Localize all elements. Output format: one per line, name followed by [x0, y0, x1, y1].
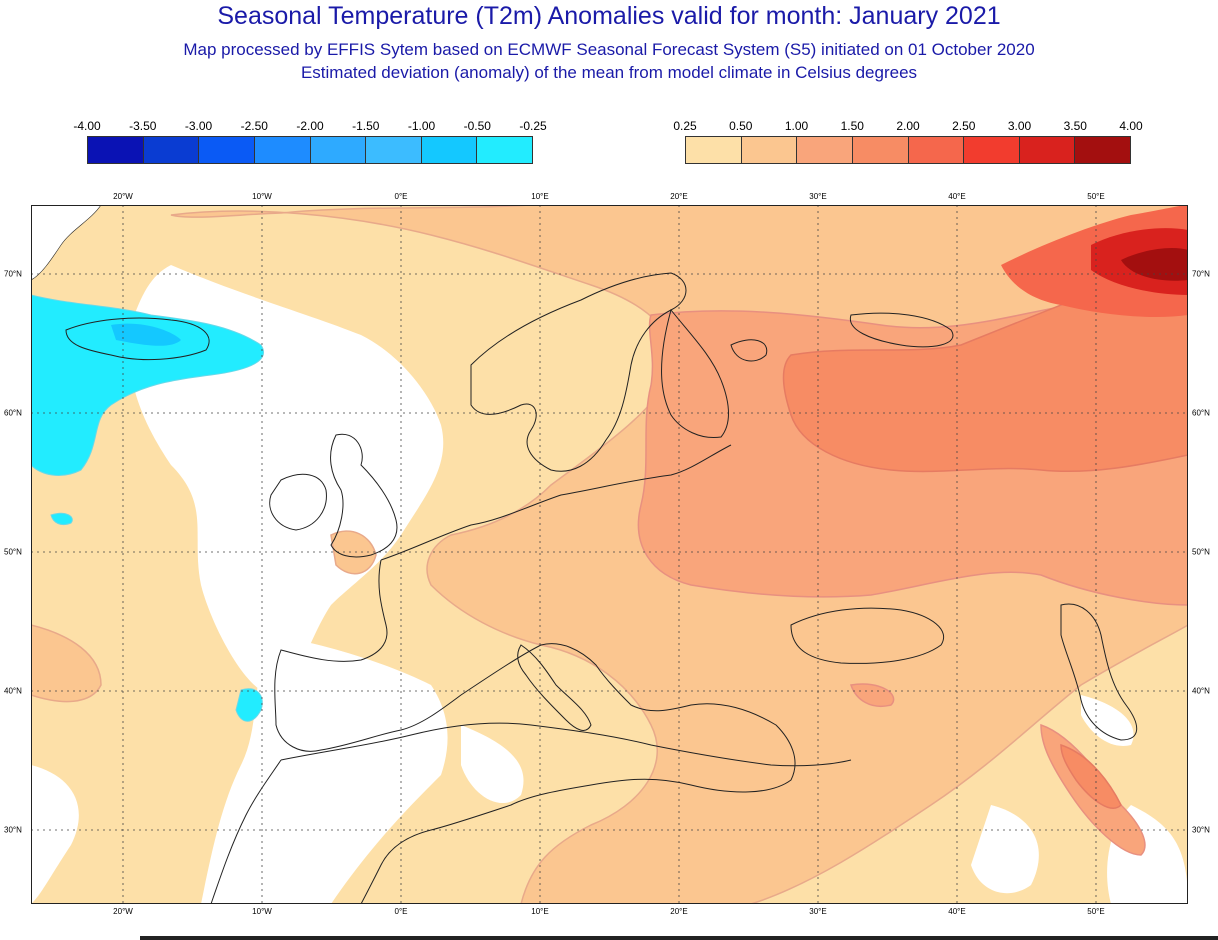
pos-legend-labels: 0.25 0.50 1.00 1.50 2.00 2.50 3.00 3.50 4.00	[673, 119, 1142, 133]
pos-legend-tick-label: 4.00	[1119, 119, 1143, 133]
pos-legend-swatch	[852, 137, 909, 163]
arctic-coast	[730, 312, 954, 362]
anomaly-band-1.5	[782, 259, 1188, 809]
lon-label-top: 10°W	[252, 192, 272, 201]
pos-legend-tick-label: 3.50	[1063, 119, 1087, 133]
lon-label-bottom: 30°E	[809, 907, 827, 916]
ireland-coast	[269, 473, 327, 531]
neg-legend-swatch	[421, 137, 478, 163]
pos-legend-swatch	[686, 137, 742, 163]
pos-legend-swatch	[797, 137, 853, 163]
lat-label-right: 70°N	[1192, 269, 1210, 279]
pos-legend-tick-label: 1.50	[840, 119, 864, 133]
lon-label-bottom: 20°E	[670, 907, 688, 916]
lat-label-left: 40°N	[4, 686, 22, 696]
pos-legend-swatch	[741, 137, 798, 163]
map-subtitle-units: Estimated deviation (anomaly) of the mea…	[300, 63, 918, 82]
pos-legend-tick-label: 0.50	[729, 119, 753, 133]
lon-label-top: 0°E	[394, 192, 408, 201]
pos-legend-colorbar	[685, 136, 1131, 164]
lat-label-right: 60°N	[1192, 408, 1210, 418]
neg-legend-tick-label: -2.50	[240, 119, 268, 133]
pos-legend-tick-label: 0.25	[673, 119, 697, 133]
neg-legend-swatch	[199, 137, 255, 163]
lon-label-top: 40°E	[948, 192, 966, 201]
cold-anomaly-core	[111, 323, 181, 346]
lat-label-right: 50°N	[1192, 547, 1210, 557]
neutral-areas	[31, 265, 1188, 904]
neg-legend-tick-label: -4.00	[73, 119, 101, 133]
cold-anomaly-areas	[31, 294, 264, 722]
lon-label-top: 30°E	[809, 192, 827, 201]
scandinavia-coast	[470, 272, 687, 472]
pos-legend-tick-label: 2.00	[896, 119, 920, 133]
lat-label-left: 50°N	[4, 547, 22, 557]
britain-coast	[330, 433, 398, 558]
neg-legend-tick-label: -0.25	[519, 119, 547, 133]
neg-legend-swatch	[143, 137, 200, 163]
lon-label-top: 10°E	[531, 192, 549, 201]
lat-label-right: 40°N	[1192, 686, 1210, 696]
neg-legend-tick-label: -3.00	[184, 119, 213, 133]
anomaly-map	[31, 205, 1188, 904]
pos-legend-swatch	[1075, 137, 1130, 163]
lat-label-left: 60°N	[4, 408, 22, 418]
neg-legend-colorbar	[87, 136, 533, 164]
map-title: Seasonal Temperature (T2m) Anomalies val…	[217, 2, 1001, 30]
pos-legend-swatch	[908, 137, 965, 163]
lon-label-bottom: 20°W	[113, 907, 133, 916]
caspian-coast	[1060, 603, 1138, 741]
neg-legend-swatch	[254, 137, 311, 163]
black-sea-coast	[790, 607, 944, 664]
coastlines	[65, 272, 1138, 904]
neg-legend-swatch	[477, 137, 532, 163]
lat-label-left: 70°N	[4, 269, 22, 279]
pos-legend-tick-label: 3.00	[1007, 119, 1032, 133]
map-subtitle-source: Map processed by EFFIS Sytem based on EC…	[183, 40, 1035, 59]
lon-label-top: 20°E	[670, 192, 688, 201]
bottom-border	[140, 936, 1218, 940]
pos-legend-swatch	[964, 137, 1020, 163]
lon-label-top: 50°E	[1087, 192, 1105, 201]
greenland-area	[31, 205, 102, 281]
lon-label-bottom: 50°E	[1087, 907, 1105, 916]
lon-label-bottom: 0°E	[394, 907, 408, 916]
neg-legend-tick-label: -1.00	[407, 119, 436, 133]
neg-legend-swatch	[366, 137, 422, 163]
neg-legend-labels: -4.00 -3.50 -3.00 -2.50 -2.00 -1.50 -1.00 -0.50…	[73, 119, 546, 133]
lon-label-bottom: 10°E	[531, 907, 549, 916]
pos-legend-swatch	[1019, 137, 1076, 163]
neg-legend-tick-label: -1.50	[352, 119, 380, 133]
lat-label-left: 30°N	[4, 825, 22, 835]
continent-coast	[274, 444, 796, 904]
lon-label-top: 20°W	[113, 192, 133, 201]
neg-legend-tick-label: -0.50	[463, 119, 491, 133]
lat-label-right: 30°N	[1192, 825, 1210, 835]
neg-legend-tick-label: -3.50	[129, 119, 157, 133]
iceland-coast	[65, 317, 210, 361]
anomaly-band-3.5	[1121, 248, 1188, 281]
pos-legend-tick-label: 1.00	[784, 119, 809, 133]
neg-legend-swatch	[310, 137, 367, 163]
finland-coast	[661, 308, 729, 439]
lon-label-bottom: 40°E	[948, 907, 966, 916]
neg-legend-tick-label: -2.00	[296, 119, 324, 133]
italy-coast	[517, 644, 592, 731]
neg-legend-swatch	[88, 137, 144, 163]
pos-legend-tick-label: 2.50	[952, 119, 976, 133]
lon-label-bottom: 10°W	[252, 907, 272, 916]
graticule	[31, 205, 1188, 904]
africa-coast	[210, 722, 852, 904]
